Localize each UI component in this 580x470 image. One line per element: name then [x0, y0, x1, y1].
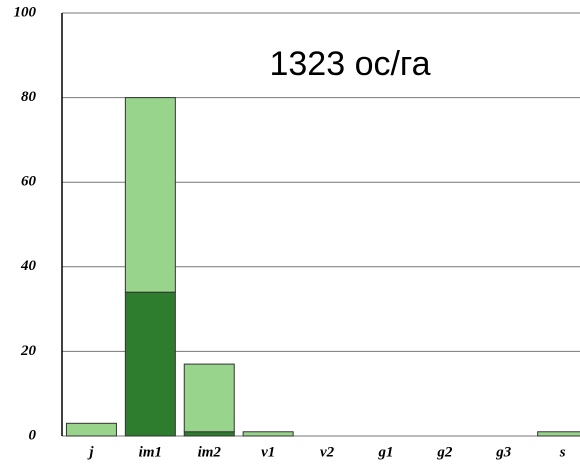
y-tick-label: 40 [20, 258, 37, 274]
x-tick-label: g2 [436, 444, 453, 460]
x-tick-label: s [559, 444, 566, 460]
y-tick-label: 100 [14, 4, 37, 20]
x-tick-label: v1 [261, 444, 275, 460]
x-tick-label: g1 [377, 444, 393, 460]
bar-segment [537, 431, 580, 437]
bar-segment [183, 363, 235, 433]
bar-segment [124, 97, 176, 293]
y-tick-label: 80 [21, 89, 37, 105]
bar-segment [242, 431, 294, 437]
bar-segment [65, 422, 117, 437]
x-tick-label: v2 [320, 444, 335, 460]
x-tick-label: im2 [198, 444, 222, 460]
bar-segment [183, 431, 235, 437]
annotation: 1323 ос/га [269, 45, 430, 83]
x-tick-label: g3 [495, 444, 512, 460]
y-tick-label: 20 [20, 343, 37, 359]
x-tick-label: j [87, 444, 94, 460]
bar-segment [124, 291, 176, 437]
x-tick-label: im1 [139, 444, 162, 460]
y-tick-label: 0 [29, 427, 37, 443]
y-tick-label: 60 [21, 174, 37, 190]
